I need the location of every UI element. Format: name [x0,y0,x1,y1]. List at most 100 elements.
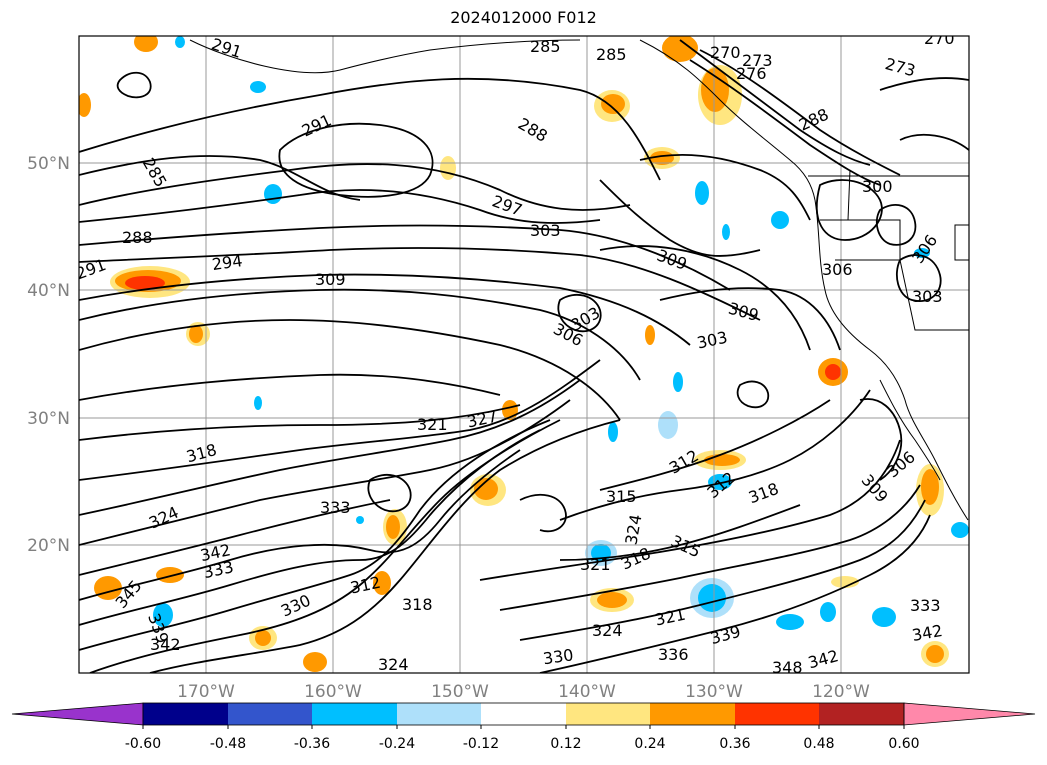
negative-anomaly-blob [695,181,709,205]
alaska-panhandle-coastline [639,39,816,201]
contour-label: 324 [592,621,623,640]
colorbar-segment [228,703,312,725]
contour-line [89,419,561,673]
contour-label: 276 [736,64,767,83]
negative-anomaly-blob [658,411,678,439]
shaded-anomaly-layer [79,36,969,672]
contour-line [519,493,567,533]
positive-anomaly-blob [704,454,740,466]
contour-line [689,59,881,186]
positive-anomaly-blob [440,156,456,180]
colorbar-segment [735,703,819,725]
negative-anomaly-blob [250,81,266,93]
positive-anomaly-blob [474,478,498,500]
contour-line [659,287,841,351]
negative-anomaly-blob [872,607,896,627]
contour-line [599,399,831,491]
positive-anomaly-blob [303,652,327,672]
contour-label: 330 [542,645,575,668]
positive-anomaly-blob [926,645,944,663]
colorbar-tick-label: 0.12 [550,736,581,752]
colorbar-tick-label: -0.48 [210,736,246,752]
positive-anomaly-blob [373,571,391,595]
positive-anomaly-blob [662,36,698,62]
lon-label-170w: 170°W [177,682,235,702]
negative-anomaly-blob [356,516,364,524]
contour-label: 303 [912,287,943,306]
contour-line [79,359,601,481]
map-plot-area: 291 285 285 270 273 276 270 273 291 288 … [79,29,969,677]
colorbar: -0.60 -0.48 -0.36 -0.24 -0.12 0.12 0.24 … [11,702,1036,752]
colorbar-tick-label: -0.24 [379,736,415,752]
contour-line [736,380,770,409]
negative-anomaly-blob [264,184,282,204]
contour-label: 270 [710,43,741,62]
colorbar-segment [566,703,650,725]
negative-anomaly-blob [771,211,789,229]
positive-anomaly-blob [255,630,271,646]
contour-label: 342 [150,635,181,654]
aleutian-coastline [189,39,581,74]
lon-label-120w: 120°W [812,682,870,702]
contour-line [79,77,661,181]
contour-line [639,153,811,221]
contour-line [79,319,621,421]
contour-label: 306 [822,260,853,279]
colorbar-tick-label: 0.24 [634,736,665,752]
contour-line [79,163,631,211]
positive-anomaly-blob [189,325,203,343]
contour-label: 348 [772,658,803,677]
positive-anomaly-blob [134,36,158,52]
north-america-west-coast [814,199,969,521]
contour-label: 270 [924,29,955,48]
negative-anomaly-blob [951,522,969,538]
contour-label: 273 [742,51,773,70]
positive-anomaly-blob [597,592,627,608]
lat-label-30n: 30°N [27,409,70,429]
contour-line [116,71,152,99]
contour-line [699,49,901,176]
positive-anomaly-blob [701,68,729,112]
contour-line [79,288,641,381]
contour-label: 285 [596,45,627,64]
contour-line [278,122,434,198]
contour-line [599,245,811,351]
contour-label: 285 [530,37,561,56]
contour-line [519,499,926,641]
colorbar-segment [312,703,397,725]
contour-line [79,429,541,626]
contour-label: 294 [211,251,244,274]
contour-line [876,204,917,246]
contour-line [599,179,761,257]
positive-anomaly-blob [831,576,859,588]
contour-line [679,39,871,166]
contour-line [557,293,602,333]
contour-label: 321 [417,415,448,434]
colorbar-tick-labels: -0.60 -0.48 -0.36 -0.24 -0.12 0.12 0.24 … [125,736,920,752]
contour-label: 315 [606,487,637,506]
contour-line [79,224,731,291]
contour-line [896,254,942,302]
state-border [847,169,851,221]
positive-anomaly-blob [156,567,184,583]
positive-anomaly-blob [601,94,625,114]
contour-line [899,133,969,151]
map-frame [78,35,970,674]
positive-anomaly-blob [125,276,165,290]
negative-anomaly-blob [254,396,262,410]
contour-line [79,499,391,576]
positive-anomaly-blob [79,93,91,117]
contour-line [79,273,691,346]
positive-anomaly-blob [825,364,841,380]
lon-label-140w: 140°W [558,682,616,702]
contour-line [79,155,361,201]
negative-anomaly-blob [722,224,730,240]
contour-line [367,473,412,513]
colorbar-segment [650,703,735,725]
positive-anomaly-blob [921,469,939,505]
state-border [820,219,901,261]
contour-line [79,247,761,321]
colorbar-segment [819,703,904,725]
latitude-labels: 50°N 40°N 30°N 20°N [27,154,70,556]
